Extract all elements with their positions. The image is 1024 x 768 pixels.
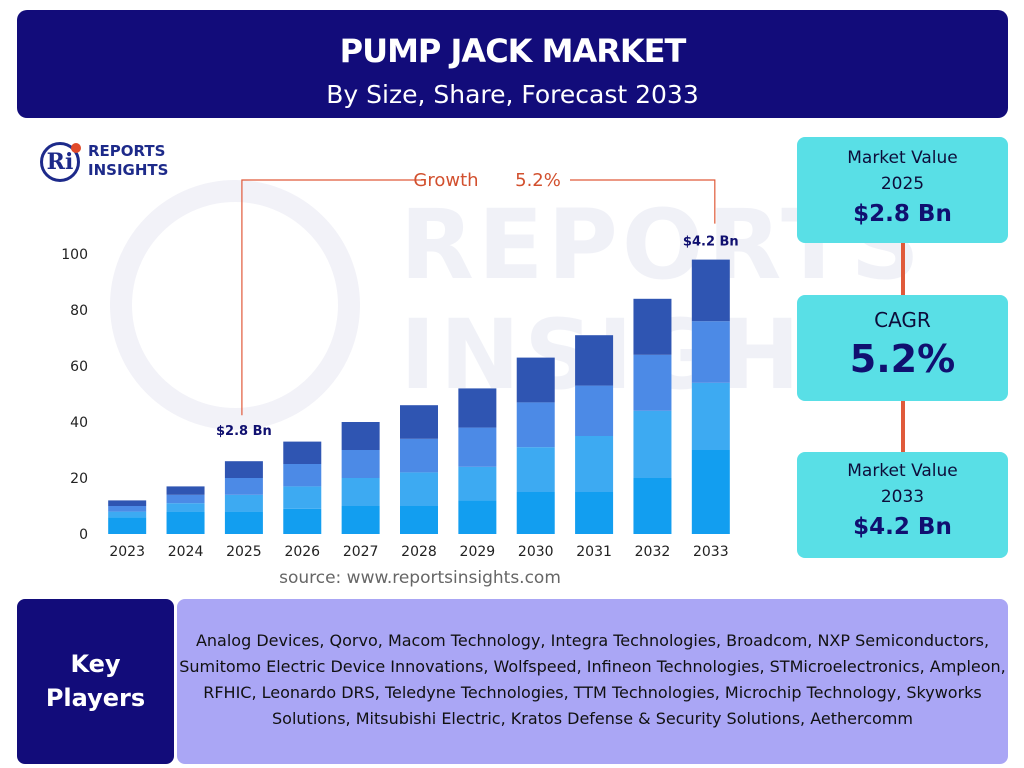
market-value-2033-card: Market Value 2033 $4.2 Bn [797, 452, 1008, 558]
bar-segment-2032-2 [633, 410, 672, 478]
bar-segment-2026-3 [283, 464, 322, 487]
bar-segment-2028-1 [400, 506, 438, 534]
logo-mark: Ri [40, 142, 81, 182]
bar-segment-2029-4 [458, 388, 497, 428]
start-value-label: $2.8 Bn [216, 424, 272, 439]
bar-segment-2023-1 [108, 517, 147, 534]
bar-segment-2028-4 [400, 405, 438, 439]
bar-segment-2025-1 [224, 511, 263, 534]
market-value-2025-card: Market Value 2025 $2.8 Bn [797, 137, 1008, 243]
bar-segment-2029-2 [458, 466, 497, 501]
header-banner: PUMP JACK MARKET By Size, Share, Forecas… [17, 10, 1008, 118]
growth-label: Growth [413, 170, 478, 191]
cagr-card: CAGR 5.2% [797, 295, 1008, 401]
bar-segment-2031-4 [575, 335, 614, 386]
bar-segment-2030-1 [516, 492, 555, 534]
cagr-value: 5.2% [849, 337, 956, 381]
bar-segment-2031-1 [575, 492, 614, 534]
bar-segment-2032-1 [633, 478, 672, 534]
logo-text: REPORTS INSIGHTS [88, 142, 168, 180]
x-tick-label: 2030 [518, 544, 554, 560]
y-tick-label: 100 [61, 247, 88, 263]
bar-segment-2029-1 [458, 500, 497, 534]
bar-segment-2024-3 [166, 494, 205, 504]
bar-segment-2026-2 [283, 486, 322, 509]
page-subtitle: By Size, Share, Forecast 2033 [326, 80, 699, 109]
y-tick-label: 60 [70, 359, 88, 375]
logo-line1: REPORTS [88, 142, 166, 160]
x-tick-label: 2024 [168, 544, 204, 560]
x-tick-label: 2026 [284, 544, 320, 560]
bar-segment-2032-4 [633, 298, 672, 355]
card-connector-bottom [901, 401, 905, 452]
bar-segment-2025-2 [224, 494, 263, 512]
y-tick-label: 20 [70, 471, 88, 487]
bar-segment-2023-2 [108, 511, 147, 518]
y-tick-label: 40 [70, 415, 88, 431]
x-tick-label: 2023 [109, 544, 145, 560]
x-tick-label: 2031 [576, 544, 612, 560]
growth-line-left [241, 179, 422, 416]
bar-segment-2032-3 [633, 354, 672, 411]
brand-logo: Ri REPORTS INSIGHTS [40, 140, 180, 184]
bar-segment-2030-2 [516, 447, 555, 492]
bar-segment-2025-3 [224, 478, 263, 495]
x-tick-label: 2032 [635, 544, 671, 560]
growth-line-right [570, 179, 716, 224]
x-tick-label: 2025 [226, 544, 262, 560]
bar-segment-2027-2 [341, 478, 380, 506]
x-tick-label: 2028 [401, 544, 437, 560]
bar-segment-2024-4 [166, 486, 205, 495]
growth-value: 5.2% [515, 170, 561, 191]
end-value-label: $4.2 Bn [683, 235, 739, 250]
bar-segment-2026-1 [283, 508, 322, 534]
market-value-2025-value: $2.8 Bn [853, 201, 952, 227]
y-tick-label: 80 [70, 303, 88, 319]
logo-mark-text: Ri [46, 149, 74, 175]
source-note: source: www.reportsinsights.com [279, 568, 561, 588]
bar-segment-2033-1 [691, 450, 730, 534]
bar-segment-2028-2 [400, 472, 438, 506]
bar-segment-2024-1 [166, 511, 205, 534]
cagr-label: CAGR [874, 308, 931, 332]
page-title: PUMP JACK MARKET [339, 32, 687, 70]
x-tick-label: 2033 [693, 544, 729, 560]
bar-segment-2030-4 [516, 357, 555, 403]
bar-segment-2027-1 [341, 506, 380, 534]
bar-segment-2033-3 [691, 321, 730, 383]
bar-segment-2026-4 [283, 441, 322, 464]
bar-segment-2030-3 [516, 402, 555, 448]
bar-segment-2025-4 [224, 461, 263, 478]
bar-segment-2028-3 [400, 438, 438, 473]
bar-segment-2031-3 [575, 385, 614, 436]
card-connector-top [901, 243, 905, 295]
bar-segment-2027-4 [341, 422, 380, 450]
bar-segment-2024-2 [166, 503, 205, 512]
bar-segment-2031-2 [575, 436, 614, 492]
x-tick-label: 2029 [460, 544, 496, 560]
bar-segment-2023-4 [108, 500, 147, 506]
y-tick-label: 0 [79, 527, 88, 543]
key-players-list: Analog Devices, Qorvo, Macom Technology,… [177, 599, 1008, 764]
market-value-2033-label: Market Value 2033 [847, 461, 958, 507]
key-players-title: Key Players [17, 599, 174, 764]
bar-segment-2033-2 [691, 382, 730, 450]
logo-dot [71, 143, 81, 153]
market-value-2025-label: Market Value 2025 [847, 148, 958, 194]
bar-segment-2027-3 [341, 450, 380, 478]
market-bar-chart: 0 20 40 60 80 100 2023 2024 2025 2026 2027 2028 2029… [61, 170, 739, 560]
market-value-2033-value: $4.2 Bn [853, 514, 952, 540]
bar-segment-2029-3 [458, 427, 497, 467]
bar-segment-2023-3 [108, 506, 147, 512]
x-tick-label: 2027 [343, 544, 379, 560]
logo-line2: INSIGHTS [88, 161, 169, 179]
bar-segment-2033-4 [691, 259, 730, 322]
